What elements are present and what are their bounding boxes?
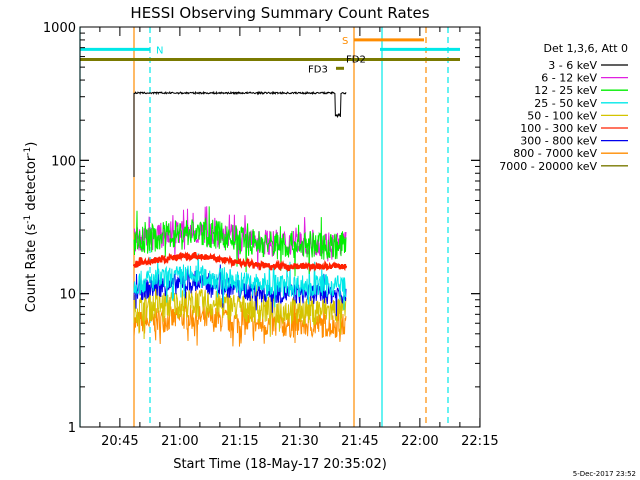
series-5 bbox=[132, 251, 348, 273]
y-tick-label-3: 1000 bbox=[43, 21, 76, 36]
legend-entry-7: 800 - 7000 keV bbox=[513, 147, 597, 160]
x-tick-label-5: 22:00 bbox=[401, 434, 438, 449]
x-tick-label-1: 21:00 bbox=[161, 434, 198, 449]
legend-entry-2: 12 - 25 keV bbox=[534, 84, 597, 97]
series-layer bbox=[132, 90, 348, 347]
series-0 bbox=[133, 90, 347, 177]
legend-entry-1: 6 - 12 keV bbox=[541, 72, 597, 85]
y-axis: 1 10 100 1000 bbox=[43, 21, 480, 436]
series-6 bbox=[133, 264, 347, 317]
chart-title: HESSI Observing Summary Count Rates bbox=[130, 4, 429, 22]
legend-header: Det 1,3,6, Att 0 bbox=[544, 42, 628, 55]
y-label-sup1: -1 bbox=[23, 215, 33, 224]
flag-label-1: S bbox=[342, 36, 348, 47]
x-tick-label-2: 21:15 bbox=[221, 434, 258, 449]
flag-bars: N S FD2 FD3 bbox=[80, 36, 460, 75]
y-tick-label-1: 10 bbox=[59, 288, 76, 303]
footer-timestamp: 5-Dec-2017 23:52 bbox=[573, 470, 636, 478]
y-axis-label: Count Rate (s-1 detector-1) bbox=[23, 142, 39, 313]
series-2 bbox=[133, 206, 347, 277]
x-axis: 20:45 21:00 21:15 21:30 21:45 22:00 22:15 bbox=[99, 27, 499, 449]
legend-entry-3: 25 - 50 keV bbox=[534, 97, 597, 110]
y-tick-label-0: 1 bbox=[68, 421, 76, 436]
legend-entry-0: 3 - 6 keV bbox=[548, 59, 597, 72]
flag-label-3: FD3 bbox=[308, 64, 328, 75]
x-tick-label-6: 22:15 bbox=[461, 434, 498, 449]
flag-label-2: FD2 bbox=[346, 55, 366, 66]
legend-entry-5: 100 - 300 keV bbox=[520, 122, 597, 135]
legend-entry-4: 50 - 100 keV bbox=[527, 109, 597, 122]
x-tick-label-0: 20:45 bbox=[101, 434, 138, 449]
x-tick-label-3: 21:30 bbox=[281, 434, 318, 449]
flag-label-0: N bbox=[156, 45, 163, 56]
y-label-end: ) bbox=[24, 142, 39, 147]
series-7 bbox=[133, 290, 347, 347]
series-3 bbox=[133, 253, 347, 310]
x-tick-label-4: 21:45 bbox=[341, 434, 378, 449]
y-label-sup2: -1 bbox=[23, 147, 33, 156]
legend-entry-8: 7000 - 20000 keV bbox=[499, 160, 597, 173]
legend-entry-6: 300 - 800 keV bbox=[520, 135, 597, 148]
vertical-markers bbox=[79, 27, 449, 427]
x-axis-label: Start Time (18-May-17 20:35:02) bbox=[173, 457, 387, 472]
series-4 bbox=[133, 275, 347, 340]
y-label-mid: detector bbox=[24, 155, 39, 215]
y-label-main: Count Rate (s bbox=[24, 224, 39, 313]
y-tick-label-2: 100 bbox=[51, 154, 76, 169]
